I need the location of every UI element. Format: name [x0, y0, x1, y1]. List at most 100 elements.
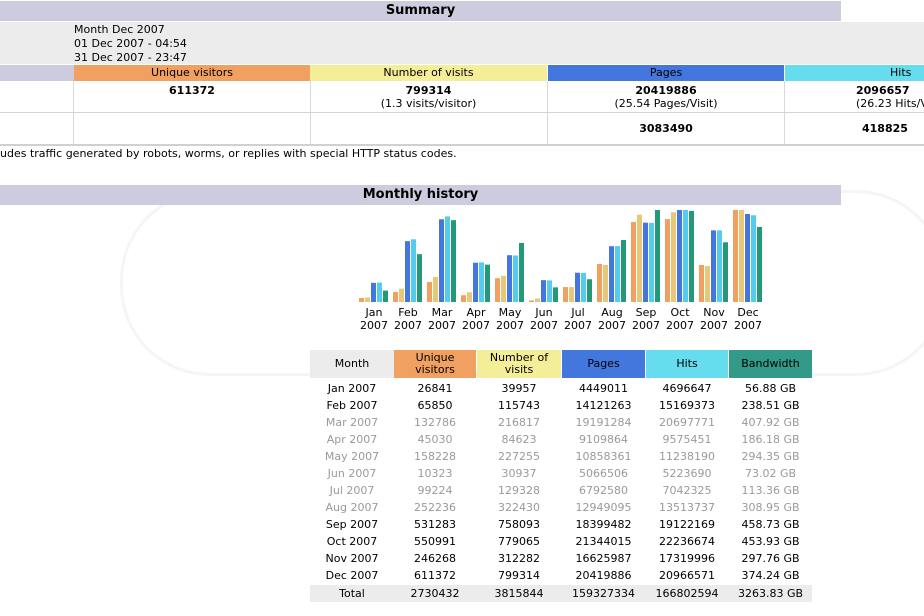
bar-number-of-visits-8 — [637, 214, 642, 302]
cell-unique-visitors: 45030 — [417, 433, 453, 446]
cell-pages: 18399482 — [575, 518, 632, 531]
bar-hits-4 — [513, 255, 518, 302]
bar-unique-visitors-9 — [665, 219, 670, 302]
tick-month: Aug — [601, 306, 623, 319]
summary-col-unique-visitors: Unique visitors — [74, 65, 310, 81]
bar-pages-2 — [439, 219, 444, 302]
cell-unique-visitors: 65850 — [417, 399, 453, 412]
cell-month: Oct 2007 — [326, 535, 378, 548]
cell-month: Apr 2007 — [326, 433, 378, 446]
cell-bandwidth: 297.76 GB — [741, 552, 800, 565]
bar-hits-3 — [479, 262, 484, 302]
chart-tick-label: May 2007 — [493, 306, 527, 332]
bar-pages-9 — [677, 210, 682, 302]
tick-month: May — [498, 306, 522, 319]
cell-pages: 20419886 — [575, 569, 632, 582]
bar-hits-1 — [411, 239, 416, 302]
total-cell-unique-visitors: 2730432 — [410, 587, 460, 600]
bar-hits-7 — [615, 246, 620, 302]
cell-month: May 2007 — [324, 450, 380, 463]
cell-pages: 4449011 — [579, 382, 628, 395]
monthly-col-pages: Pages — [562, 350, 645, 378]
bar-hits-2 — [445, 216, 450, 302]
bar-pages-1 — [405, 241, 410, 302]
tick-month: Jul — [571, 306, 585, 319]
bar-bandwidth-2 — [451, 220, 456, 302]
tick-year: 2007 — [530, 319, 558, 332]
total-cell-hits: 166802594 — [655, 587, 719, 600]
cell-unique-visitors: 10323 — [417, 467, 453, 480]
tick-month: Jun — [535, 306, 553, 319]
table-row: Nov 2007 246268 312282 16625987 17319996 297.… — [310, 550, 812, 567]
total-cell-visits: 3815844 — [494, 587, 544, 600]
summary-notviewed-pages: 3083490 — [639, 122, 693, 135]
summary-values-row — [0, 81, 924, 113]
summary-col-hits: Hits — [785, 65, 924, 81]
bar-number-of-visits-0 — [365, 297, 370, 302]
table-row: Feb 2007 65850 115743 14121263 15169373 238.5… — [310, 397, 812, 414]
cell-unique-visitors: 132786 — [414, 416, 456, 429]
table-row: May 2007 158228 227255 10858361 11238190 294.… — [310, 448, 812, 465]
tick-year: 2007 — [632, 319, 660, 332]
chart-tick-label: Jul 2007 — [561, 306, 595, 332]
chart-tick-label: Jan 2007 — [357, 306, 391, 332]
cell-hits: 17319996 — [659, 552, 715, 565]
table-row: Apr 2007 45030 84623 9109864 9575451 186.18 G… — [310, 431, 812, 448]
tick-year: 2007 — [734, 319, 762, 332]
tick-month: Sep — [635, 306, 657, 319]
summary-pages-value: 20419886 — [635, 84, 697, 97]
cell-hits: 7042325 — [662, 484, 712, 497]
monthly-col-bandwidth: Bandwidth — [729, 350, 812, 378]
cell-bandwidth: 407.92 GB — [741, 416, 800, 429]
bar-unique-visitors-11 — [733, 210, 738, 302]
bar-unique-visitors-10 — [699, 264, 704, 302]
tick-year: 2007 — [428, 319, 456, 332]
chart-tick-label: Dec 2007 — [731, 306, 765, 332]
tick-year: 2007 — [564, 319, 592, 332]
cell-visits: 779065 — [498, 535, 540, 548]
summary-period: Month Dec 2007 01 Dec 2007 - 04:54 31 De… — [74, 23, 187, 65]
cell-visits: 39957 — [501, 382, 537, 395]
bar-pages-0 — [371, 282, 376, 302]
bar-number-of-visits-5 — [535, 298, 540, 302]
first-visit: 01 Dec 2007 - 04:54 — [74, 37, 187, 50]
total-cell-month: Total — [339, 587, 365, 600]
bar-pages-10 — [711, 230, 716, 302]
bar-number-of-visits-1 — [399, 288, 404, 302]
tick-year: 2007 — [598, 319, 626, 332]
cell-bandwidth: 453.93 GB — [741, 535, 800, 548]
cell-visits: 227255 — [498, 450, 540, 463]
cell-hits: 22236674 — [659, 535, 715, 548]
cell-hits: 11238190 — [659, 450, 715, 463]
monthly-col-unique-visitors-label: Unique visitors — [415, 351, 455, 376]
summary-hits-sub: (26.23 Hits/V — [856, 97, 924, 110]
bar-unique-visitors-3 — [461, 295, 466, 302]
summary-notviewed-row — [0, 112, 924, 146]
table-row: Sep 2007 531283 758093 18399482 19122169 458.… — [310, 516, 812, 533]
tick-month: Oct — [670, 306, 690, 319]
bar-bandwidth-8 — [655, 210, 660, 302]
cell-month: Dec 2007 — [325, 569, 379, 582]
bar-unique-visitors-6 — [563, 287, 568, 302]
cell-bandwidth: 374.24 GB — [741, 569, 800, 582]
cell-month: Mar 2007 — [325, 416, 379, 429]
bar-number-of-visits-6 — [569, 287, 574, 302]
cell-visits: 322430 — [498, 501, 540, 514]
monthly-col-visits-label: Number of visits — [489, 351, 549, 376]
bar-hits-9 — [683, 210, 688, 302]
tick-year: 2007 — [700, 319, 728, 332]
cell-unique-visitors: 550991 — [414, 535, 456, 548]
cell-unique-visitors: 26841 — [417, 382, 453, 395]
bar-bandwidth-10 — [723, 242, 728, 302]
tick-year: 2007 — [394, 319, 422, 332]
cell-unique-visitors: 99224 — [417, 484, 453, 497]
table-row: Mar 2007 132786 216817 19191284 20697771 407.… — [310, 414, 812, 431]
bar-pages-7 — [609, 246, 614, 302]
cell-visits: 129328 — [498, 484, 540, 497]
cell-visits: 312282 — [498, 552, 540, 565]
cell-month: Jan 2007 — [327, 382, 377, 395]
cell-month: Jul 2007 — [329, 484, 375, 497]
bar-bandwidth-5 — [553, 287, 558, 302]
cell-pages: 9109864 — [579, 433, 628, 446]
bar-pages-3 — [473, 262, 478, 302]
